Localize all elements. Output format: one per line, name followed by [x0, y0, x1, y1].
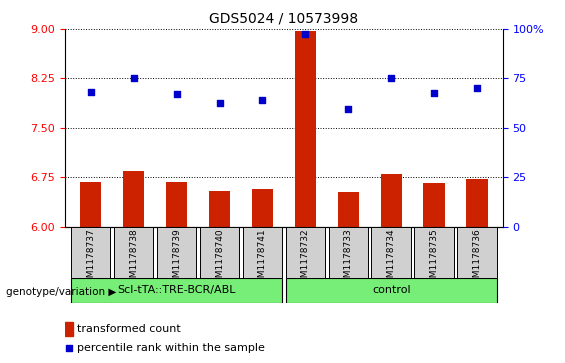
- Point: [64, 345, 73, 351]
- Point: [429, 90, 438, 96]
- Bar: [423, 183, 445, 227]
- Text: GSM1178736: GSM1178736: [472, 228, 481, 289]
- Bar: [71, 227, 111, 278]
- Bar: [329, 227, 368, 278]
- Bar: [71, 278, 282, 303]
- Bar: [243, 227, 282, 278]
- Text: GSM1178739: GSM1178739: [172, 228, 181, 289]
- Bar: [114, 227, 154, 278]
- Text: transformed count: transformed count: [77, 324, 181, 334]
- Text: GSM1178741: GSM1178741: [258, 228, 267, 289]
- Point: [344, 107, 353, 113]
- Bar: [457, 227, 497, 278]
- Bar: [286, 278, 497, 303]
- Text: control: control: [372, 285, 411, 295]
- Text: GSM1178735: GSM1178735: [429, 228, 438, 289]
- Point: [472, 85, 481, 91]
- Bar: [414, 227, 454, 278]
- Point: [258, 97, 267, 102]
- Bar: [294, 31, 316, 227]
- Text: GSM1178732: GSM1178732: [301, 228, 310, 289]
- Point: [301, 31, 310, 37]
- Point: [86, 89, 95, 95]
- Bar: [80, 182, 102, 227]
- Bar: [252, 189, 273, 227]
- Text: Scl-tTA::TRE-BCR/ABL: Scl-tTA::TRE-BCR/ABL: [118, 285, 236, 295]
- Text: GSM1178740: GSM1178740: [215, 228, 224, 289]
- Bar: [209, 191, 231, 227]
- Point: [129, 76, 138, 81]
- Text: genotype/variation ▶: genotype/variation ▶: [6, 287, 116, 297]
- Bar: [200, 227, 239, 278]
- Bar: [65, 322, 73, 336]
- Bar: [166, 182, 188, 227]
- Bar: [466, 179, 488, 227]
- Text: GSM1178737: GSM1178737: [86, 228, 95, 289]
- Point: [386, 76, 396, 81]
- Bar: [380, 174, 402, 227]
- Point: [172, 91, 181, 97]
- Text: percentile rank within the sample: percentile rank within the sample: [77, 343, 265, 353]
- Bar: [372, 227, 411, 278]
- Bar: [123, 171, 145, 227]
- Text: GSM1178733: GSM1178733: [344, 228, 353, 289]
- Title: GDS5024 / 10573998: GDS5024 / 10573998: [210, 11, 358, 25]
- Bar: [157, 227, 197, 278]
- Text: GSM1178734: GSM1178734: [386, 228, 396, 289]
- Bar: [286, 227, 325, 278]
- Bar: [337, 192, 359, 227]
- Point: [215, 100, 224, 106]
- Text: GSM1178738: GSM1178738: [129, 228, 138, 289]
